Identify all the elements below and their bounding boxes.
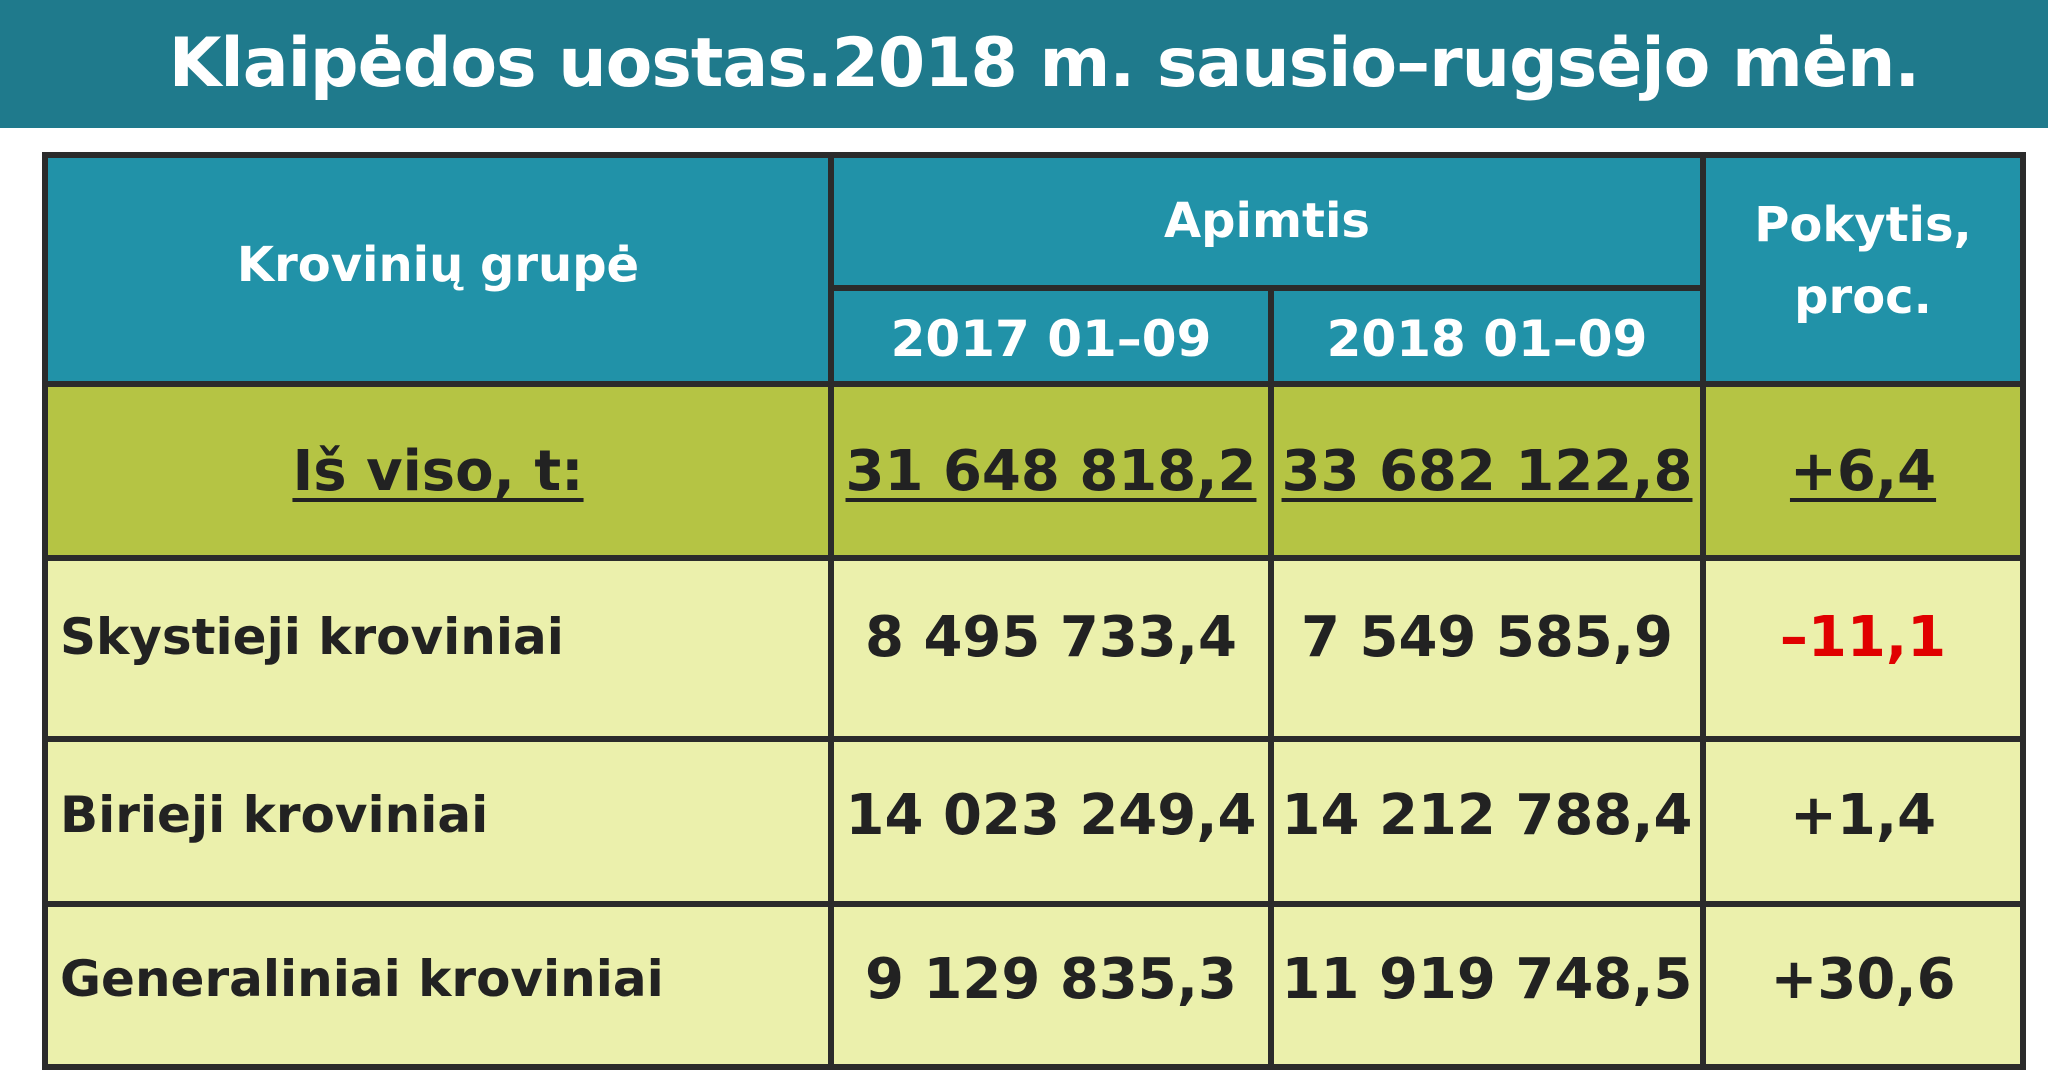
total-2018-cell: 33 682 122,8	[1267, 381, 1707, 561]
row-value-2017: 8 495 733,4	[828, 554, 1274, 742]
header-change: Pokytis, proc.	[1700, 151, 2027, 388]
total-label: Iš viso, t:	[292, 438, 584, 504]
row-value-2018: 7 549 585,9	[1267, 554, 1707, 742]
row-value-2018: 11 919 748,5	[1267, 900, 1707, 1071]
header-row-periods: 2017 01–09 2018 01–09	[45, 284, 2023, 388]
total-label-cell: Iš viso, t:	[42, 381, 834, 561]
total-change-cell: +6,4	[1700, 381, 2027, 561]
row-label: Skystieji kroviniai	[42, 554, 834, 742]
row-value-2017: 9 129 835,3	[828, 900, 1274, 1071]
page-title: Klaipėdos uostas.2018 m. sausio–rugsėjo …	[168, 24, 1921, 103]
row-change: +30,6	[1700, 900, 2027, 1071]
total-change: +6,4	[1789, 438, 1937, 504]
row-change: –11,1	[1700, 554, 2027, 742]
total-value-2017: 31 648 818,2	[845, 438, 1257, 504]
title-banner: Klaipėdos uostas.2018 m. sausio–rugsėjo …	[0, 0, 2048, 128]
header-period-2017: 2017 01–09	[828, 284, 1274, 388]
header-period-2018: 2018 01–09	[1267, 284, 1707, 388]
row-label: Birieji kroviniai	[42, 735, 834, 907]
header-cargo-group: Krovinių grupė	[42, 151, 834, 388]
header-volume: Apimtis	[827, 152, 1707, 291]
table-row: Birieji kroviniai 14 023 249,4 14 212 78…	[42, 735, 2027, 907]
total-2017-cell: 31 648 818,2	[828, 381, 1274, 561]
table-row: Generaliniai kroviniai 9 129 835,3 11 91…	[42, 900, 2027, 1071]
row-value-2017: 14 023 249,4	[828, 735, 1274, 907]
row-value-2018: 14 212 788,4	[1267, 735, 1707, 907]
cargo-table: Krovinių grupė Apimtis Pokytis, proc. 20…	[42, 151, 2027, 1071]
row-change: +1,4	[1700, 735, 2027, 907]
table-row: Skystieji kroviniai 8 495 733,4 7 549 58…	[42, 554, 2027, 742]
total-value-2018: 33 682 122,8	[1281, 438, 1693, 504]
total-row: Iš viso, t: 31 648 818,2 33 682 122,8 +6…	[42, 381, 2027, 561]
row-label: Generaliniai kroviniai	[42, 900, 834, 1071]
header-row-top: Krovinių grupė Apimtis Pokytis, proc.	[42, 151, 2027, 388]
